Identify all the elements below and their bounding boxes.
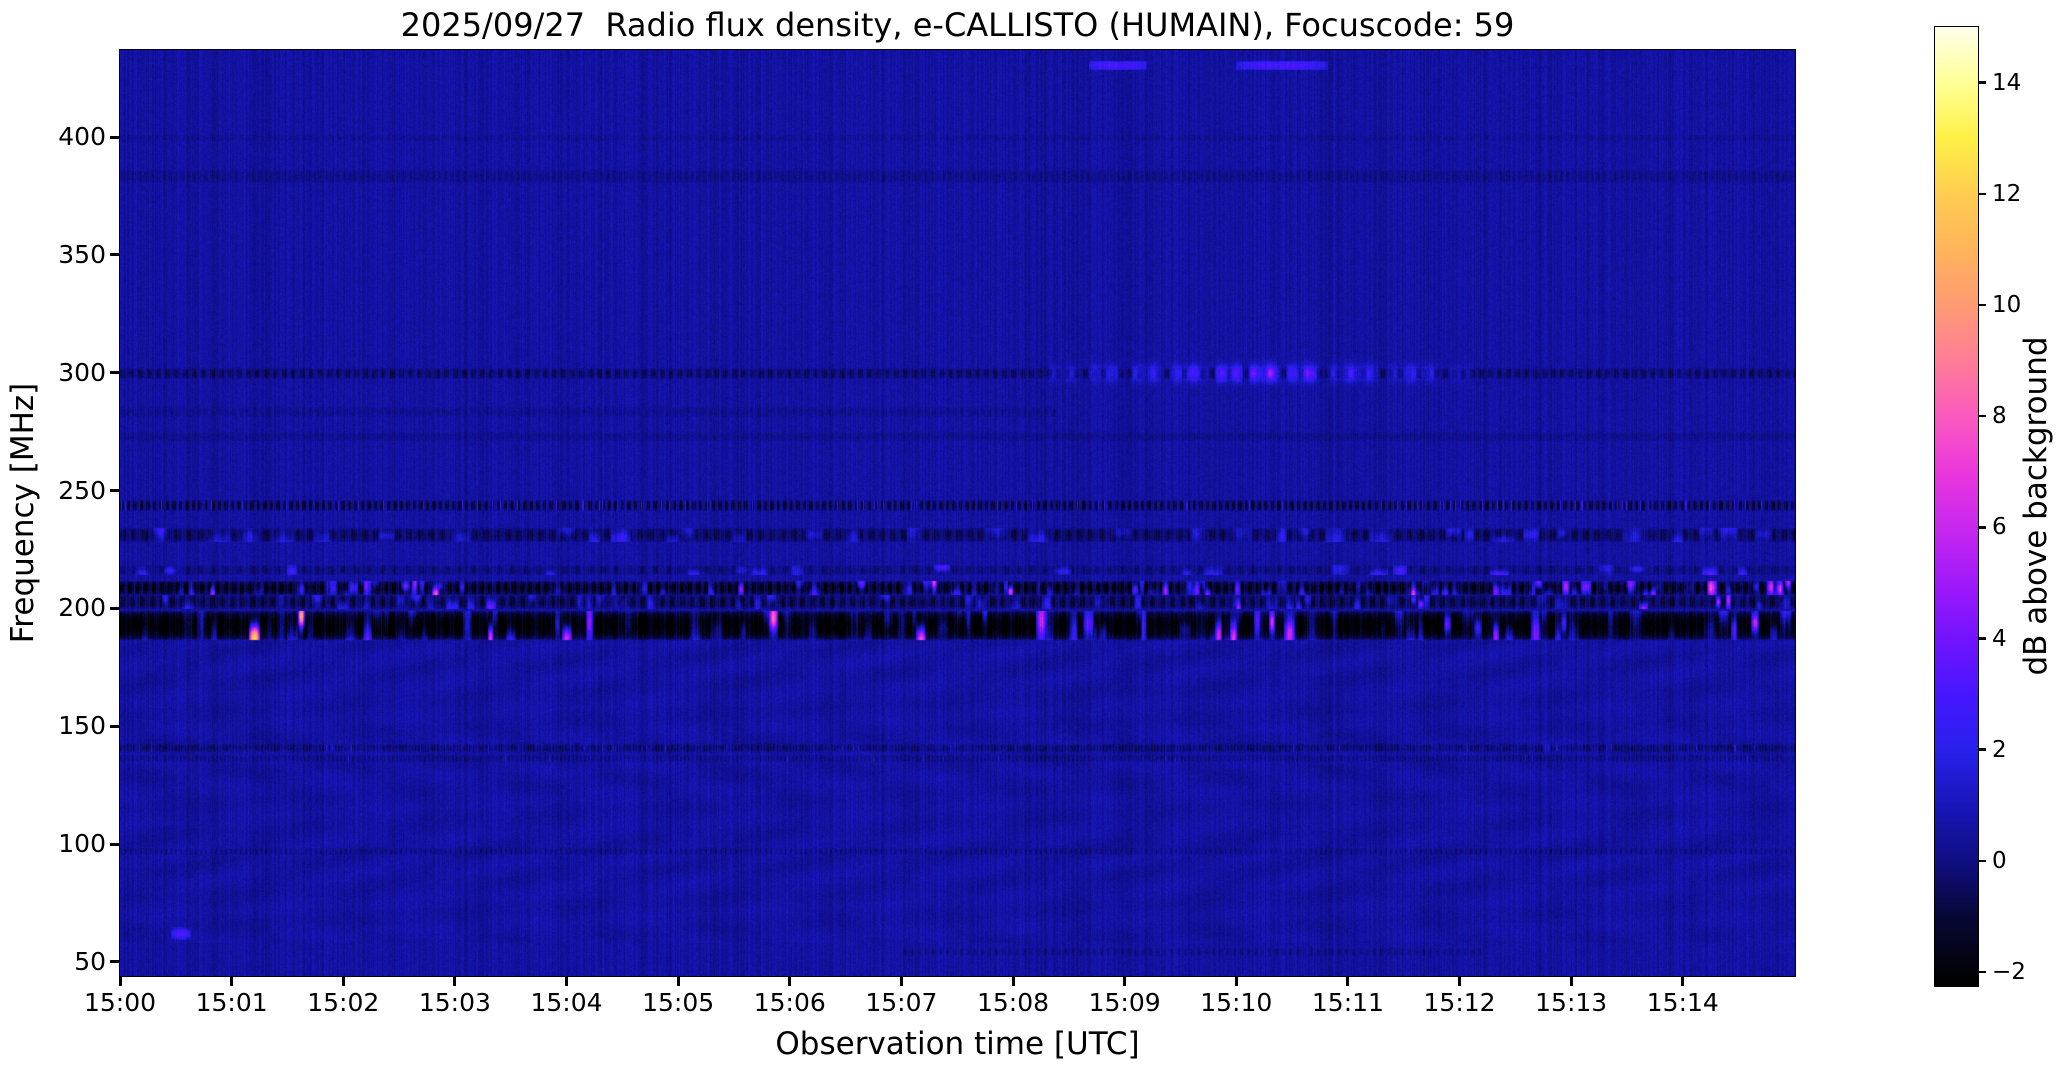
colorbar-tick-label: 14 — [1992, 69, 2022, 96]
x-tick-label: 15:13 — [1535, 988, 1608, 1017]
x-tick-mark — [341, 976, 345, 986]
colorbar-tick-label: 2 — [1992, 736, 2007, 763]
x-tick-label: 15:02 — [307, 988, 380, 1017]
colorbar-tick-label: 6 — [1992, 514, 2007, 541]
x-tick-mark — [1123, 976, 1127, 986]
x-tick-label: 15:01 — [195, 988, 268, 1017]
x-tick-label: 15:11 — [1311, 988, 1384, 1017]
colorbar-tick-label: 10 — [1992, 291, 2022, 318]
colorbar-tick-label: −2 — [1992, 959, 2026, 986]
x-tick-mark — [230, 976, 234, 986]
colorbar-tick-label: 0 — [1992, 847, 2007, 874]
x-tick-mark — [899, 976, 903, 986]
y-tick-mark — [110, 606, 120, 610]
x-tick-mark — [1234, 976, 1238, 986]
y-tick-label: 300 — [58, 357, 106, 387]
colorbar-tick-mark — [1978, 748, 1986, 751]
y-tick-label: 100 — [58, 829, 106, 859]
colorbar-tick-label: 4 — [1992, 625, 2007, 652]
y-tick-mark — [110, 135, 120, 139]
x-tick-mark — [1681, 976, 1685, 986]
colorbar-tick-mark — [1978, 526, 1986, 529]
colorbar-tick-label: 12 — [1992, 180, 2022, 207]
y-axis-label: Frequency [MHz] — [5, 382, 41, 644]
chart-title: 2025/09/27 Radio flux density, e-CALLIST… — [400, 6, 1515, 44]
x-tick-label: 15:14 — [1646, 988, 1719, 1017]
y-tick-label: 350 — [58, 239, 106, 269]
x-tick-mark — [676, 976, 680, 986]
x-tick-label: 15:06 — [753, 988, 826, 1017]
colorbar-tick-mark — [1978, 303, 1986, 307]
spectrogram-heatmap — [120, 50, 1795, 976]
x-tick-label: 15:00 — [83, 988, 157, 1017]
colorbar-tick-mark — [1978, 637, 1986, 640]
colorbar-tick-mark — [1978, 81, 1986, 84]
colorbar-tick-mark — [1978, 192, 1986, 196]
x-tick-label: 15:10 — [1200, 988, 1273, 1017]
y-tick-mark — [110, 253, 120, 257]
x-tick-label: 15:04 — [530, 988, 603, 1017]
colorbar-tick-mark — [1978, 414, 1986, 418]
colorbar-label: dB above background — [2018, 336, 2054, 676]
x-tick-mark — [565, 976, 569, 986]
colorbar-tick-mark — [1978, 859, 1986, 863]
colorbar-tick-mark — [1978, 970, 1986, 974]
y-tick-mark — [110, 724, 120, 728]
y-tick-label: 250 — [58, 475, 106, 505]
y-tick-mark — [110, 960, 120, 964]
colorbar-gradient — [1935, 27, 1978, 986]
x-tick-mark — [1011, 976, 1015, 986]
x-tick-mark — [453, 976, 457, 986]
x-tick-mark — [1346, 976, 1350, 986]
x-tick-label: 15:03 — [418, 988, 491, 1017]
y-tick-mark — [110, 489, 120, 493]
x-tick-mark — [788, 976, 792, 986]
y-tick-label: 150 — [58, 711, 106, 741]
y-tick-mark — [110, 371, 120, 375]
y-tick-mark — [110, 842, 120, 846]
y-tick-label: 400 — [58, 122, 106, 152]
x-tick-label: 15:07 — [865, 988, 938, 1017]
x-tick-label: 15:05 — [642, 988, 715, 1017]
x-tick-mark — [118, 976, 122, 986]
colorbar-tick-label: 8 — [1992, 403, 2007, 430]
x-tick-mark — [1569, 976, 1573, 986]
x-tick-label: 15:09 — [1088, 988, 1161, 1017]
y-tick-label: 200 — [58, 593, 106, 623]
x-tick-mark — [1458, 976, 1462, 986]
x-tick-label: 15:12 — [1423, 988, 1496, 1017]
y-tick-label: 50 — [74, 946, 106, 976]
x-tick-label: 15:08 — [977, 988, 1050, 1017]
x-axis-label: Observation time [UTC] — [775, 1026, 1140, 1062]
